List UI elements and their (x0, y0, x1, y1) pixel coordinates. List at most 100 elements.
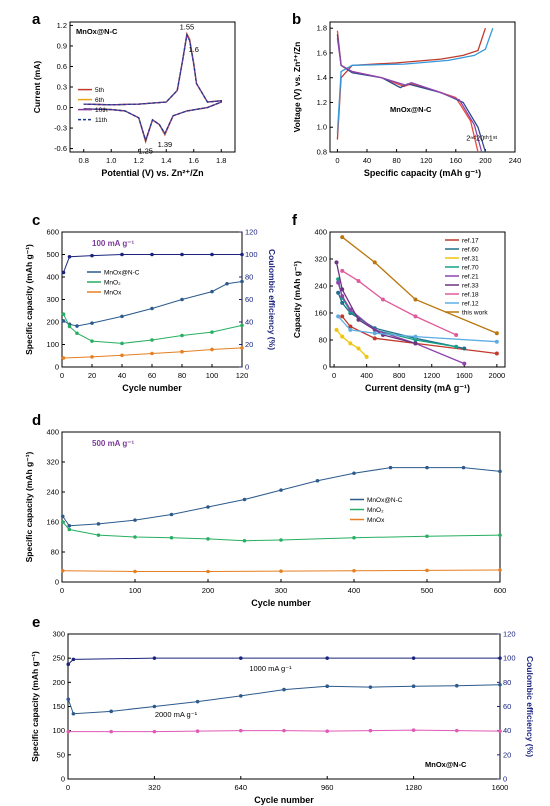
series-line (336, 38, 483, 153)
data-point (152, 656, 157, 660)
y-tick-label: 250 (52, 654, 65, 663)
x-tick-label: 0.8 (79, 156, 89, 165)
series-line (63, 254, 242, 273)
data-point (169, 512, 174, 517)
data-point (425, 534, 429, 539)
data-point (90, 253, 94, 258)
legend-label: ref.17 (462, 238, 479, 245)
data-point (210, 252, 214, 257)
annotation: 1.39 (158, 140, 173, 149)
x-tick-label: 0 (332, 371, 336, 380)
series-10th (83, 32, 222, 143)
series-line (336, 34, 487, 153)
data-point (240, 346, 244, 350)
data-point (90, 321, 94, 325)
y-axis-label: Specific capacity (mAh g⁻¹) (30, 651, 40, 762)
data-point (340, 334, 345, 339)
series-line (341, 236, 498, 334)
data-point (133, 569, 137, 574)
x-tick-label: 0 (335, 156, 339, 165)
legend-label: ref.18 (462, 292, 479, 299)
data-point (71, 657, 76, 662)
x-tick-label: 640 (235, 783, 248, 792)
x-tick-label: 200 (479, 156, 492, 165)
annotation: 1.55 (180, 23, 195, 32)
data-point (152, 704, 157, 709)
data-point (334, 260, 339, 265)
annotation: 100 mA g⁻¹ (92, 239, 134, 248)
legend-label: this work (462, 310, 488, 317)
data-point (340, 268, 345, 273)
x-tick-label: 80 (178, 371, 186, 380)
data-point (180, 349, 184, 354)
x-tick-label: 400 (348, 586, 361, 595)
series-line (83, 32, 222, 143)
panel-letter: d (32, 412, 41, 429)
legend-label: ref.60 (462, 247, 479, 254)
legend-entry: ref.60 (445, 247, 479, 254)
legend-entry: 6th (78, 97, 104, 104)
series-ref.12 (336, 314, 499, 344)
series-line (67, 684, 501, 715)
y-tick-label: 0 (55, 363, 59, 372)
data-point (66, 662, 71, 667)
data-point (340, 314, 345, 319)
y2-tick-label: 120 (245, 228, 258, 237)
legend-entry: MnOx (350, 517, 385, 524)
data-point (364, 354, 369, 359)
data-point (413, 341, 418, 346)
data-point (96, 533, 101, 537)
data-point (240, 252, 244, 257)
data-point (462, 361, 467, 366)
data-point (380, 297, 385, 302)
data-point (498, 568, 502, 572)
data-point (413, 314, 418, 319)
data-point (368, 728, 373, 733)
data-point (494, 331, 499, 336)
data-point (340, 300, 345, 305)
data-point (150, 338, 154, 342)
inset-label: MnOx@N-C (390, 105, 432, 114)
series-1st-b (336, 38, 483, 153)
data-point (498, 682, 502, 687)
series-2000-mA-g⁻¹ (66, 728, 502, 734)
data-point (336, 290, 341, 295)
legend-entry: ref.21 (445, 274, 479, 281)
y-tick-label: 300 (46, 295, 59, 304)
data-point (60, 514, 65, 519)
x-tick-label: 0 (60, 586, 64, 595)
data-point (352, 471, 356, 476)
y-tick-label: 500 (46, 250, 59, 259)
y-tick-label: 1.2 (317, 98, 327, 107)
series-line (62, 467, 501, 527)
x-tick-label: 0 (66, 783, 70, 792)
y2-tick-label: 100 (503, 654, 516, 663)
x-axis-label: Cycle number (254, 795, 314, 805)
data-point (133, 518, 137, 522)
x-tick-label: 1.2 (134, 156, 144, 165)
legend-entry: ref.18 (445, 292, 479, 299)
data-point (210, 330, 214, 334)
data-point (372, 336, 377, 341)
legend-label: ref.70 (462, 265, 479, 272)
legend-label: 5th (95, 87, 104, 94)
data-point (411, 684, 416, 688)
y2-axis-label: Coulombic efficiency (%) (525, 656, 535, 757)
data-point (498, 656, 502, 660)
annotation: 1.6 (189, 45, 199, 54)
data-point (282, 687, 286, 692)
y2-tick-label: 80 (245, 273, 253, 282)
y2-tick-label: 60 (503, 702, 511, 711)
y-tick-label: 0.3 (57, 83, 67, 92)
data-point (494, 339, 499, 344)
series-MnO₂ (61, 312, 244, 346)
data-point (411, 656, 416, 660)
data-point (340, 294, 345, 299)
data-point (462, 346, 467, 351)
x-tick-label: 500 (421, 586, 434, 595)
data-point (71, 711, 76, 716)
x-tick-label: 1.0 (106, 156, 116, 165)
series-1st (336, 30, 479, 153)
legend-label: 11th (95, 117, 108, 124)
y-tick-label: 0 (61, 775, 65, 784)
